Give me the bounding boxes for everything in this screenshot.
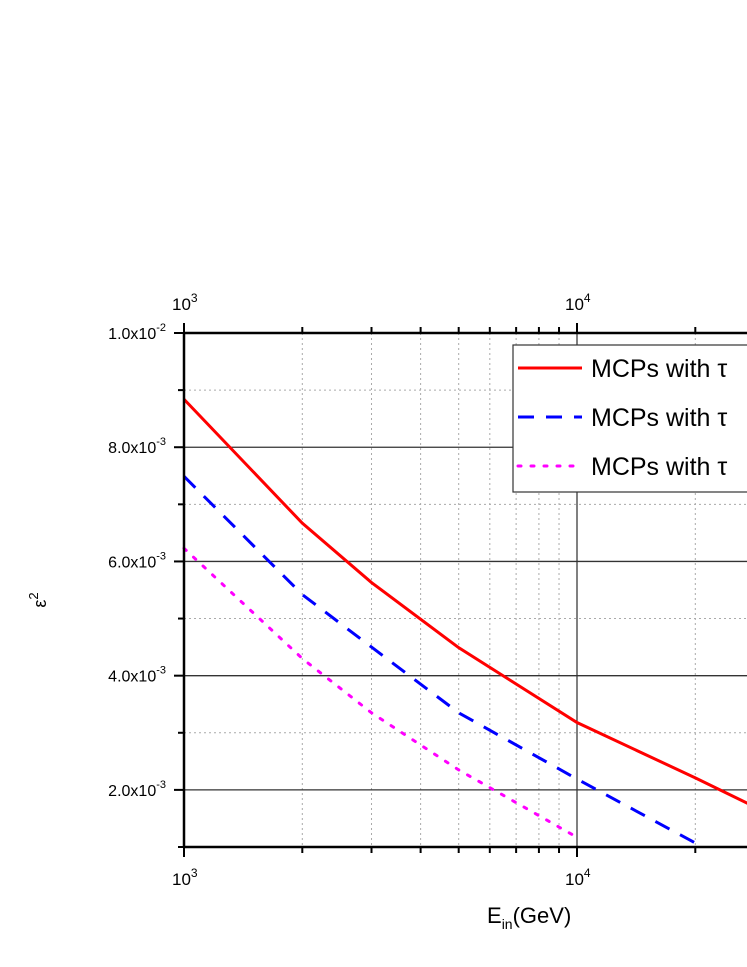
x-top-tick-label-base: 10 [565,295,584,314]
y-tick-exp: -3 [156,436,166,448]
x-tick-label-base: 10 [172,870,191,889]
x-top-tick-label-exp: 3 [191,291,198,305]
x-top-tick-label-exp: 4 [584,291,591,305]
y-tick-label: 1.0x10-2 [108,322,166,343]
x-tick-label-exp: 4 [584,866,591,880]
x-tick-label: 103 [172,866,198,889]
y-tick-mantissa: 6.0x10 [108,554,156,571]
x-tick-label: 104 [565,866,591,889]
series-line-3 [182,546,579,839]
x-axis-label: Ein(GeV) [487,903,571,932]
y-tick-mantissa: 4.0x10 [108,669,156,686]
legend-label-1: MCPs with τ [591,355,727,383]
x-top-tick-label: 104 [565,291,591,314]
y-tick-exp: -2 [156,322,166,334]
y-axis-label: ε2 [26,592,50,607]
y-tick-label: 4.0x10-3 [108,665,166,686]
x-top-tick-label: 103 [172,291,198,314]
y-tick-label: 6.0x10-3 [108,550,166,571]
y-tick-mantissa: 2.0x10 [108,783,156,800]
legend: MCPs with τ MCPs with τ MCPs with τ [512,344,747,493]
x-tick-label-base: 10 [565,870,584,889]
tick-labels: 1031031041041.0x10-28.0x10-36.0x10-34.0x… [108,291,591,889]
legend-label-2: MCPs with τ [591,404,727,432]
x-tick-label-exp: 3 [191,866,198,880]
x-top-tick-label-base: 10 [172,295,191,314]
legend-label-3: MCPs with τ [591,453,727,481]
y-tick-label: 8.0x10-3 [108,436,166,457]
series-line-2 [182,475,697,845]
y-tick-exp: -3 [156,779,166,791]
y-tick-exp: -3 [156,665,166,677]
y-tick-label: 2.0x10-3 [108,779,166,800]
y-tick-mantissa: 8.0x10 [108,440,156,457]
series-lines [182,398,747,845]
y-tick-exp: -3 [156,550,166,562]
y-tick-mantissa: 1.0x10 [108,326,156,343]
series-line-1 [182,398,747,805]
axes [174,323,747,857]
